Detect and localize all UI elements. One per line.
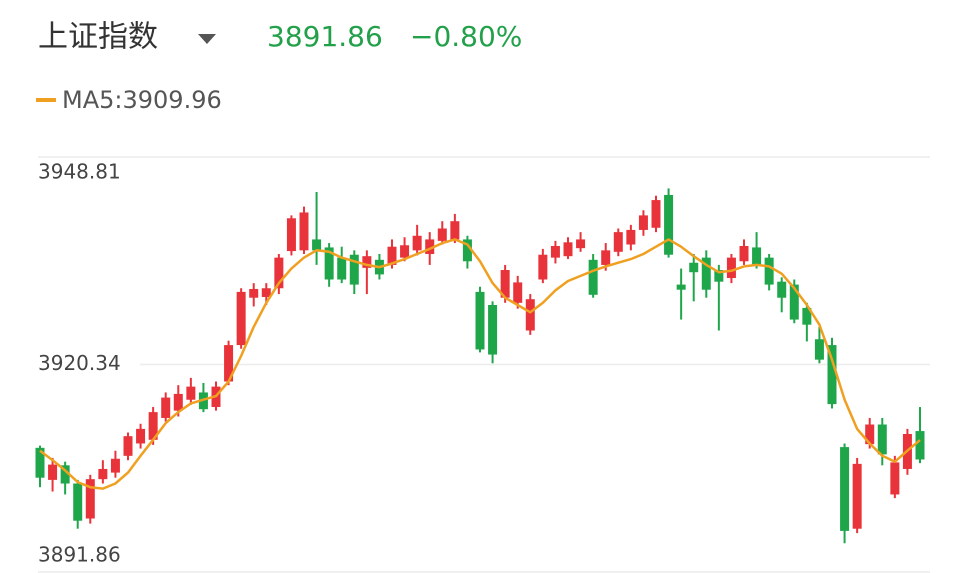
- candle-body: [588, 259, 598, 295]
- candle-body: [701, 257, 711, 290]
- candle-body: [802, 307, 812, 325]
- candle-body: [764, 257, 774, 285]
- candle-body: [852, 463, 862, 529]
- candle-body: [249, 288, 259, 298]
- candle-body: [123, 436, 133, 456]
- candle-body: [161, 397, 171, 418]
- candle-body: [412, 235, 422, 251]
- candle-body: [638, 215, 648, 230]
- legend: MA5:3909.96: [62, 86, 222, 114]
- candle-body: [877, 424, 887, 455]
- candle-body: [286, 218, 296, 252]
- candle-body: [613, 232, 623, 252]
- candle-body: [500, 270, 510, 298]
- y-tick-label: 3920.34: [38, 351, 121, 375]
- candle-body: [475, 291, 485, 350]
- candle-body: [726, 257, 736, 279]
- candle-body: [538, 254, 548, 280]
- ma-line: [39, 238, 921, 490]
- candle-body: [400, 245, 410, 258]
- candle-body: [664, 194, 674, 255]
- candle-body: [98, 468, 108, 480]
- candle-body: [425, 239, 435, 254]
- candle-body: [576, 239, 586, 249]
- candle-body: [261, 288, 271, 297]
- candle-body: [437, 228, 447, 241]
- candle-body: [35, 447, 45, 478]
- candle-body: [312, 239, 322, 251]
- candle-body: [224, 345, 234, 382]
- price: 3891.86: [267, 20, 383, 53]
- candle-body: [85, 479, 95, 519]
- candle-body: [324, 247, 334, 280]
- candle-body: [136, 428, 146, 444]
- dropdown-arrow[interactable]: [198, 34, 216, 44]
- candle-body: [840, 447, 850, 531]
- candle-body: [148, 412, 158, 440]
- candle-body: [689, 262, 699, 273]
- candle-body: [814, 339, 824, 360]
- candle-body: [462, 239, 472, 262]
- candle-body: [563, 242, 573, 257]
- candle-body: [739, 245, 749, 262]
- candle-body: [186, 386, 196, 400]
- candle-body: [827, 345, 837, 405]
- candle-body: [550, 245, 560, 258]
- candle-body: [299, 212, 309, 251]
- y-tick-label: 3891.86: [38, 543, 121, 567]
- candle-body: [73, 483, 83, 521]
- candle-body: [890, 462, 900, 495]
- candle-body: [714, 270, 724, 282]
- candle-body: [601, 250, 611, 265]
- candle-body: [525, 299, 535, 331]
- change: −0.80%: [410, 20, 522, 53]
- candle-body: [752, 247, 762, 265]
- candle-body: [110, 458, 120, 473]
- candle-body: [173, 393, 183, 411]
- candle-body: [349, 254, 359, 285]
- candle-body: [387, 246, 397, 265]
- legend-label: MA5:: [62, 86, 122, 114]
- candle-body: [488, 305, 498, 355]
- candle-body: [865, 424, 875, 445]
- candle-body: [362, 256, 372, 268]
- candle-body: [777, 281, 787, 298]
- candle-body: [236, 291, 246, 346]
- candle-body: [676, 284, 686, 290]
- y-tick-label: 3948.81: [38, 160, 121, 184]
- candle-body: [915, 431, 925, 460]
- candle-body: [626, 229, 636, 245]
- candle-body: [337, 257, 347, 280]
- candle-body: [651, 200, 661, 228]
- index-title[interactable]: 上证指数: [38, 20, 158, 55]
- legend-value: 3909.96: [122, 86, 221, 114]
- candle-body: [789, 284, 799, 320]
- candle-body: [60, 465, 70, 484]
- candle-body: [274, 257, 284, 289]
- candle-body: [450, 221, 460, 240]
- candle-body: [513, 282, 523, 303]
- candle-body: [48, 464, 58, 480]
